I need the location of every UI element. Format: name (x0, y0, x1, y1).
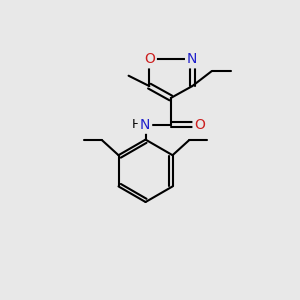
Text: O: O (194, 118, 206, 132)
Text: O: O (144, 52, 155, 66)
Text: N: N (140, 118, 150, 132)
Text: N: N (187, 52, 197, 66)
Text: H: H (132, 118, 141, 130)
